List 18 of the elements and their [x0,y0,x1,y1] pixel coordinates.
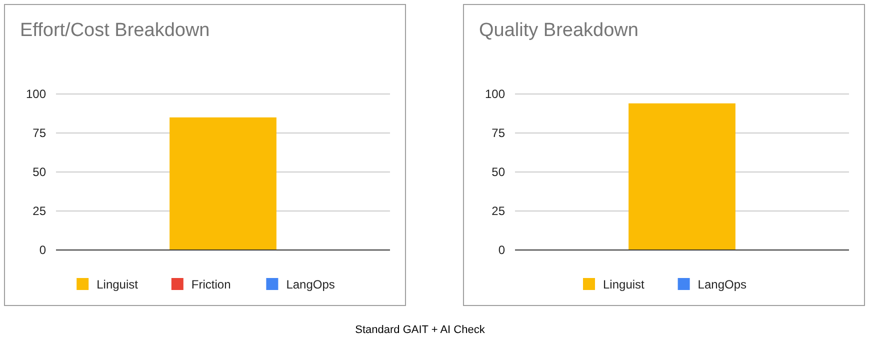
y-tick-label: 75 [32,126,46,140]
text: Standard GAIT + AI Check [355,324,486,336]
legend-label: Linguist [603,278,646,292]
y-tick-label: 25 [32,204,46,218]
y-tick-label: 100 [484,87,506,102]
y-tick-label: 100 [26,87,46,102]
y-tick-label: 50 [492,165,506,180]
y-tick-label: 50 [32,165,46,180]
legend-label: LangOps [286,278,335,292]
legend-label: Friction [191,278,231,292]
legend-label: Linguist [96,278,139,292]
y-tick-label: 25 [492,204,506,218]
chart-title: Effort/Cost Breakdown [20,20,210,41]
y-tick-label: 75 [492,126,506,140]
y-tick-label: 0 [39,243,46,258]
y-tick-label: 0 [498,243,506,258]
legend-label: LangOps [698,278,747,292]
chart-title: Quality Breakdown [479,20,638,41]
